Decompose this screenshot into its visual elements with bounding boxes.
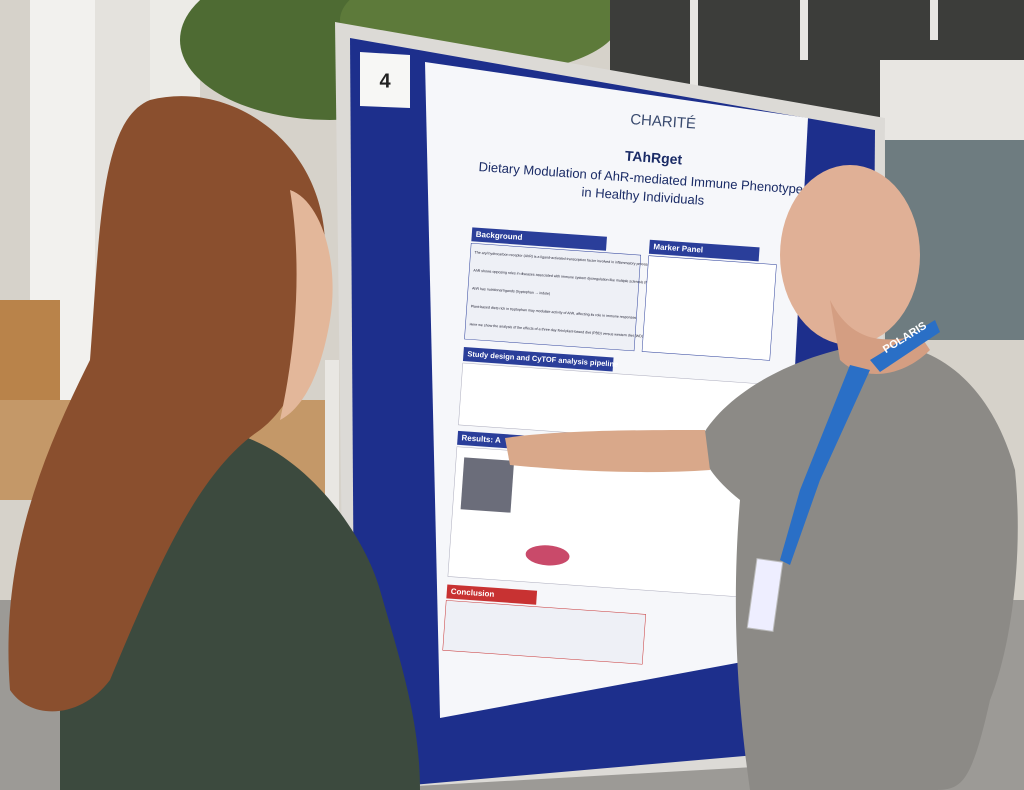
board-number: 4: [379, 70, 391, 92]
poster-title: TAhRget: [624, 148, 683, 168]
man-sweater: [700, 343, 1018, 790]
lanyard-strap: [780, 365, 870, 565]
man-head: [780, 165, 920, 345]
window-frame: [930, 0, 938, 40]
window-frame: [690, 0, 698, 90]
lanyard-strap: [870, 320, 940, 372]
section-header: Results: A: [461, 433, 501, 445]
marker-table: [641, 255, 777, 361]
section-bar: [648, 239, 760, 262]
poster-content: CHARITÉ TAhRget Dietary Modulation of Ah…: [442, 111, 811, 665]
conclusion-box: [442, 600, 646, 665]
poster-logo: CHARITÉ: [630, 111, 697, 133]
board-number-card: [360, 52, 410, 108]
background-bullet: AhR has nutritional ligands (tryptophan …: [472, 286, 550, 295]
wall-panel: [880, 60, 1024, 140]
background-box: [464, 243, 642, 352]
section-bar: [462, 347, 614, 372]
section-bar: [446, 584, 538, 605]
woman-face: [280, 190, 333, 420]
window-frame: [800, 0, 808, 60]
umap-plot: [525, 545, 570, 566]
section-bar: [471, 227, 607, 251]
badge: [746, 557, 784, 633]
section-header: Conclusion: [451, 587, 495, 599]
stand: [325, 360, 339, 540]
heatmap: [460, 457, 515, 513]
woman-hair: [8, 96, 326, 712]
section-header: Marker Panel: [653, 242, 703, 254]
shelf: [0, 300, 60, 400]
man-neck: [830, 300, 930, 374]
section-header: Background: [476, 230, 523, 242]
man-arm: [505, 430, 710, 473]
